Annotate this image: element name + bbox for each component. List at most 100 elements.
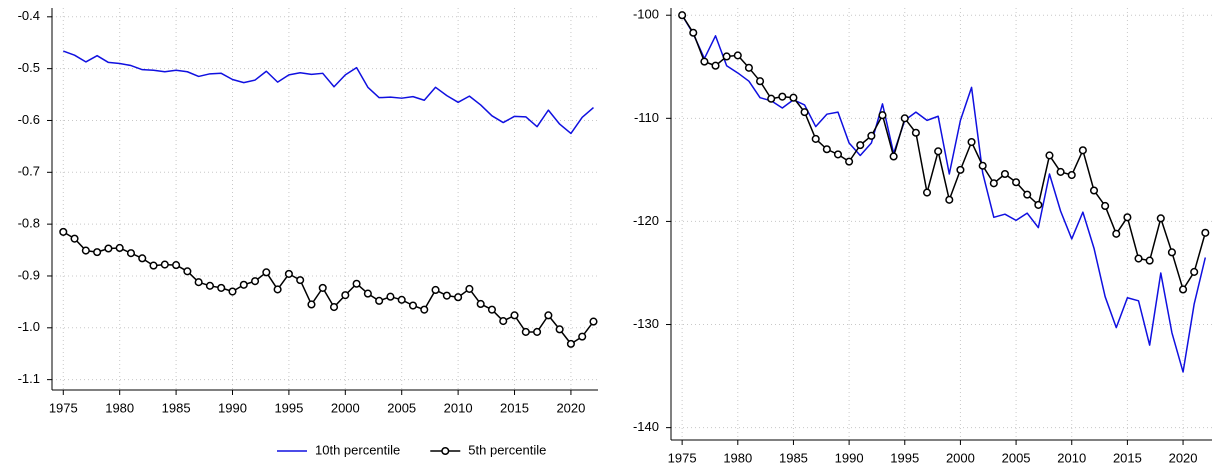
point: [1123, 213, 1132, 222]
point: [733, 51, 742, 60]
point: [1167, 248, 1176, 257]
point: [833, 150, 843, 159]
point: [922, 188, 932, 197]
point: [555, 325, 564, 334]
point: [1000, 169, 1010, 179]
point: [273, 285, 282, 294]
x-tick-label: 1990: [218, 400, 247, 415]
y-tick-label: -100: [633, 7, 659, 22]
point: [700, 57, 709, 66]
point: [386, 292, 395, 301]
point: [811, 134, 820, 143]
series-line: [62, 231, 595, 345]
point: [689, 28, 698, 37]
point: [205, 281, 214, 290]
point: [867, 131, 876, 140]
point: [352, 279, 361, 288]
point: [822, 145, 831, 154]
x-tick-label: 2020: [1169, 450, 1198, 465]
point: [1190, 267, 1199, 276]
point: [1201, 228, 1210, 237]
x-tick-label: 1975: [668, 450, 697, 465]
point: [487, 305, 497, 314]
series-line: [681, 14, 1207, 291]
point: [967, 137, 976, 147]
series-line: [681, 14, 1207, 373]
x-tick-label: 1975: [49, 400, 78, 415]
point: [160, 260, 169, 269]
point: [1145, 256, 1154, 265]
point: [521, 327, 530, 336]
x-tick-label: 1995: [890, 450, 919, 465]
point: [1089, 186, 1099, 195]
point: [678, 11, 687, 20]
point: [1023, 190, 1032, 199]
point: [499, 317, 508, 326]
point: [1078, 146, 1087, 155]
point: [956, 165, 965, 174]
point: [172, 261, 181, 270]
point: [978, 161, 987, 170]
y-tick-label: -0.4: [18, 8, 40, 23]
point: [533, 327, 542, 336]
point: [363, 289, 372, 298]
point: [1156, 214, 1165, 223]
point: [744, 63, 753, 72]
legend-label: 10th percentile: [315, 442, 400, 457]
y-tick-label: -1.0: [18, 319, 40, 334]
y-tick-label: -130: [633, 316, 659, 331]
point: [70, 234, 79, 243]
x-tick-label: 2010: [444, 400, 473, 415]
x-tick-label: 2000: [331, 400, 360, 415]
point: [1112, 229, 1121, 238]
point: [251, 277, 260, 286]
point: [934, 147, 943, 156]
point: [722, 52, 731, 61]
point: [104, 244, 113, 253]
y-tick-label: -140: [633, 419, 659, 434]
point: [307, 300, 316, 309]
point: [341, 291, 350, 300]
point: [767, 94, 776, 103]
point: [989, 179, 998, 188]
point: [93, 248, 102, 257]
point: [239, 280, 248, 289]
point: [900, 114, 909, 123]
x-tick-label: 1980: [105, 400, 134, 415]
point: [138, 254, 147, 263]
point: [589, 317, 598, 326]
series-line: [63, 50, 594, 135]
x-tick-label: 2015: [1113, 450, 1142, 465]
point: [420, 305, 429, 314]
y-tick-label: -0.6: [18, 112, 40, 127]
x-tick-label: 1985: [779, 450, 808, 465]
point: [878, 111, 887, 120]
point: [454, 293, 463, 302]
point: [1012, 178, 1021, 187]
point: [262, 268, 271, 277]
point: [1045, 151, 1054, 160]
point: [945, 195, 954, 204]
legend-label: 5th percentile: [468, 442, 546, 457]
point: [756, 77, 765, 86]
x-tick-label: 2015: [500, 400, 529, 415]
point: [149, 261, 158, 270]
y-tick-label: -0.8: [18, 216, 40, 231]
point: [194, 278, 203, 287]
point: [183, 267, 192, 276]
x-tick-label: 1995: [274, 400, 303, 415]
point: [115, 243, 124, 253]
point: [778, 92, 787, 101]
legend-marker: [441, 446, 450, 456]
x-tick-label: 2005: [387, 400, 416, 415]
y-tick-label: -0.5: [18, 60, 40, 75]
x-tick-label: 2010: [1057, 450, 1086, 465]
point: [845, 157, 854, 166]
point: [578, 332, 587, 341]
point: [789, 93, 798, 102]
point: [544, 311, 553, 320]
point: [711, 61, 720, 70]
y-tick-label: -0.7: [18, 164, 40, 179]
point: [126, 249, 136, 258]
point: [1034, 200, 1043, 209]
